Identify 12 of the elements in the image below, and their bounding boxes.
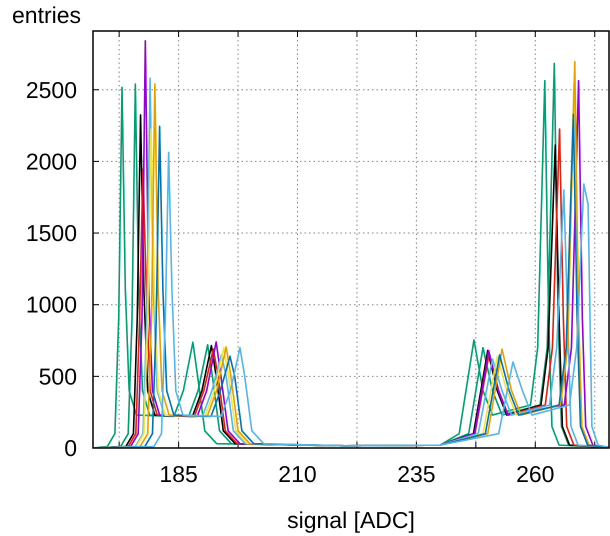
y-tick-label: 0	[64, 435, 77, 461]
y-tick-label: 1000	[26, 292, 77, 318]
y-tick-label: 2500	[26, 76, 77, 103]
y-axis-title: entries	[12, 2, 82, 28]
y-tick-label: 500	[38, 363, 77, 390]
x-tick-label: 185	[159, 461, 198, 487]
y-tick-label: 2000	[26, 148, 77, 174]
x-tick-label: 260	[516, 461, 554, 487]
x-tick-label: 210	[278, 461, 317, 487]
x-tick-label: 235	[397, 461, 436, 487]
x-axis-title: signal [ADC]	[287, 507, 415, 533]
y-tick-label: 1500	[26, 220, 77, 246]
